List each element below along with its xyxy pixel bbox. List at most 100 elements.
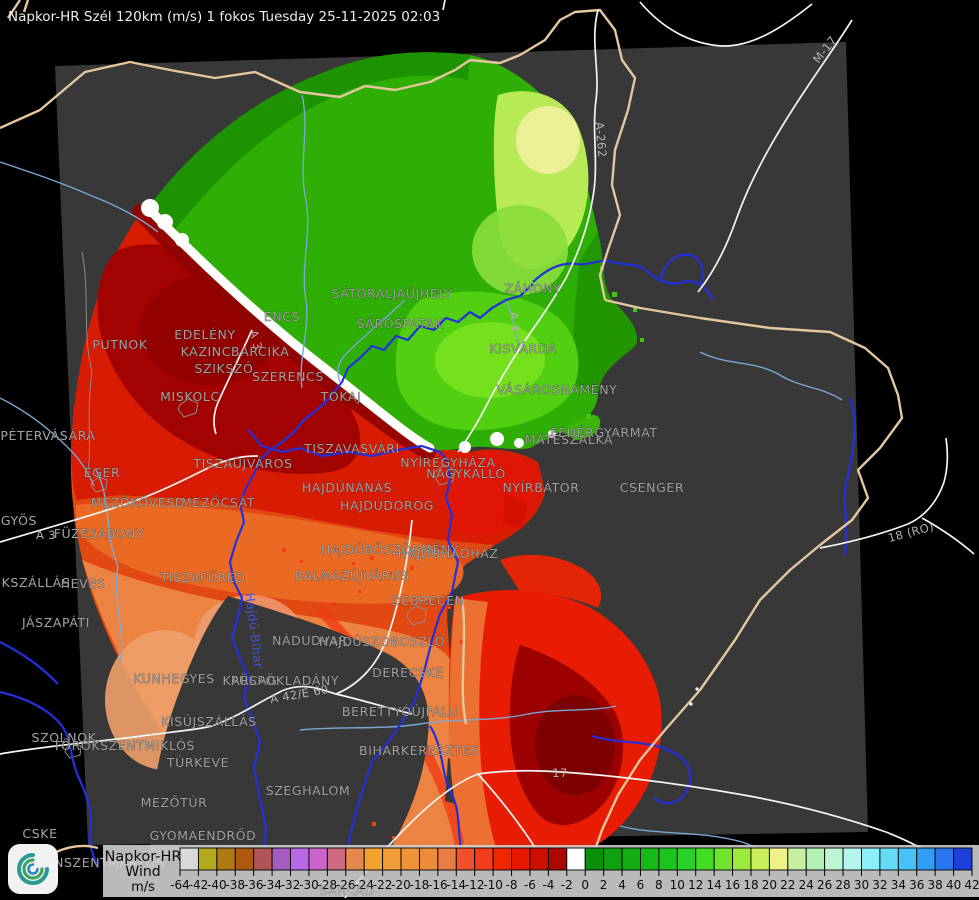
city-label: BERETTYÓÚJFALU (342, 704, 458, 719)
color-scale-tick-label: 38 (928, 878, 943, 892)
color-scale-tick-label: 34 (891, 878, 906, 892)
color-scale-cell (732, 847, 752, 871)
color-scale-cell (547, 847, 568, 871)
city-label: NYÍREGYHÁZA (400, 455, 496, 470)
color-scale-cell (584, 847, 605, 871)
city-label: BALMAZÚJVÁROS (294, 568, 409, 583)
color-scale-cell (916, 847, 936, 871)
color-scale-tick-label: 22 (780, 878, 795, 892)
color-scale-tick-label: 8 (655, 878, 663, 892)
legend-product: Napkor-HR (105, 849, 182, 865)
gray-boundary-layer (64, 251, 456, 759)
color-scale-tick-label: -30 (299, 878, 319, 892)
color-scale-cell (934, 847, 955, 871)
color-scale-cell (768, 847, 789, 871)
river-layer-light (0, 94, 843, 869)
city-label: SÁTORALJAÚJHELY (331, 286, 452, 301)
city-label: KISVÁRDA (489, 341, 557, 356)
city-label: GYOMAENDRŐD (150, 828, 257, 843)
color-scale-cell (787, 847, 807, 871)
city-label: TÚRKEVE (166, 755, 229, 770)
road-label: A 3 (36, 528, 56, 542)
color-scale-cell (216, 847, 236, 871)
color-scale-cell (842, 847, 862, 871)
city-label: MEZŐCSÁT (181, 495, 255, 510)
city-label: FEHÉRGYARMAT (550, 425, 657, 440)
city-label: KUNHEGYES (133, 671, 215, 686)
city-label: MISKOLC (160, 389, 220, 404)
color-scale-tick-label: -12 (465, 878, 485, 892)
color-scale-cell (437, 847, 457, 871)
city-label: NÁDUDVAR (272, 633, 348, 648)
color-scale-cell (308, 847, 328, 871)
color-scale-tick-label: -64 (170, 878, 190, 892)
color-scale-tick-label: -10 (483, 878, 503, 892)
color-scale-cell (290, 847, 310, 871)
city-label: MEZŐKÖVESD (91, 494, 185, 510)
city-label: GYÖS (1, 512, 37, 528)
color-scale-cell (363, 847, 384, 871)
road-label: A 3 (247, 328, 266, 351)
app-logo[interactable] (8, 844, 58, 894)
color-scale-cell (345, 847, 365, 871)
road-label: A-262 (592, 121, 609, 158)
radar-spiral-icon (17, 853, 49, 885)
color-scale-tick-label: -24 (354, 878, 374, 892)
city-label: SZIKSZÓ (195, 361, 254, 376)
color-scale-tick-label: -6 (524, 878, 536, 892)
color-scale-cell (455, 847, 476, 871)
city-label: CSKE (22, 826, 57, 841)
color-scale-tick-label: -22 (373, 878, 393, 892)
city-label: HAJDÚDOROG (340, 498, 434, 513)
color-scale-cell (750, 847, 770, 871)
color-scale-cell (566, 847, 586, 871)
city-label: CSENGER (620, 480, 684, 495)
color-scale-tick-label: 26 (817, 878, 832, 892)
road-label: 17 (552, 766, 567, 780)
echo-speckles (282, 548, 464, 839)
color-scale-tick-label: 6 (637, 878, 645, 892)
color-scale-tick-label: -36 (244, 878, 264, 892)
color-scale-tick-label: 0 (581, 878, 589, 892)
color-scale-cell (640, 847, 660, 871)
color-scale-tick-label: 10 (670, 878, 685, 892)
city-label: ZÁHONY (505, 281, 562, 296)
color-scale-tick-label: -38 (225, 878, 245, 892)
color-scale-cell (695, 847, 715, 871)
color-scale-tick-label: -4 (542, 878, 554, 892)
color-scale-tick-label: -42 (189, 878, 209, 892)
wind-color-scale: -64-42-40-38-36-34-32-30-28-26-24-22-20-… (170, 847, 979, 892)
city-label: TISZAÚJVÁROS (192, 456, 292, 471)
color-scale-cell (861, 847, 881, 871)
color-scale-cell (879, 847, 899, 871)
color-scale-tick-label: -32 (281, 878, 301, 892)
city-label: PÉTERVÁSÁRA (0, 428, 95, 443)
legend-quantity: Wind (125, 864, 160, 880)
color-scale-tick-label: -20 (391, 878, 411, 892)
color-scale-cell (400, 847, 420, 871)
country-border-layer (0, 0, 904, 859)
color-scale-cell (805, 847, 826, 871)
city-label: HAJDÚBÖSZÖRMÉNY (321, 541, 459, 557)
color-scale-cell (953, 847, 973, 871)
city-label: SZEGHALOM (266, 783, 351, 798)
city-label: KISÚJSZÁLLÁS (161, 714, 257, 729)
city-label: TISZAVASVÁRI (303, 441, 400, 456)
city-label: JÁSZAPÁTI (21, 615, 90, 630)
city-label: DEBRECEN (391, 593, 464, 608)
city-label: MEZŐTÚR (141, 795, 208, 810)
city-label: SÁROSPATAK (357, 316, 444, 331)
color-scale-cell (529, 847, 549, 871)
legend-unit: m/s (131, 880, 155, 895)
city-labels-layer: PUTNOK EDELÉNY KAZINCBARCIKA SZIKSZÓSZERENC… (0, 281, 684, 871)
color-scale-tick-label: 12 (688, 878, 703, 892)
color-scale-tick-label: -28 (318, 878, 338, 892)
city-label: FÜZESABONY (54, 525, 144, 541)
color-scale-tick-label: 4 (618, 878, 626, 892)
color-scale-tick-label: 2 (600, 878, 608, 892)
radar-echo-layer (70, 52, 699, 860)
color-scale-cell (603, 847, 623, 871)
city-label: NAGYKÁLLÓ (426, 466, 506, 481)
color-scale-tick-label: 28 (835, 878, 850, 892)
